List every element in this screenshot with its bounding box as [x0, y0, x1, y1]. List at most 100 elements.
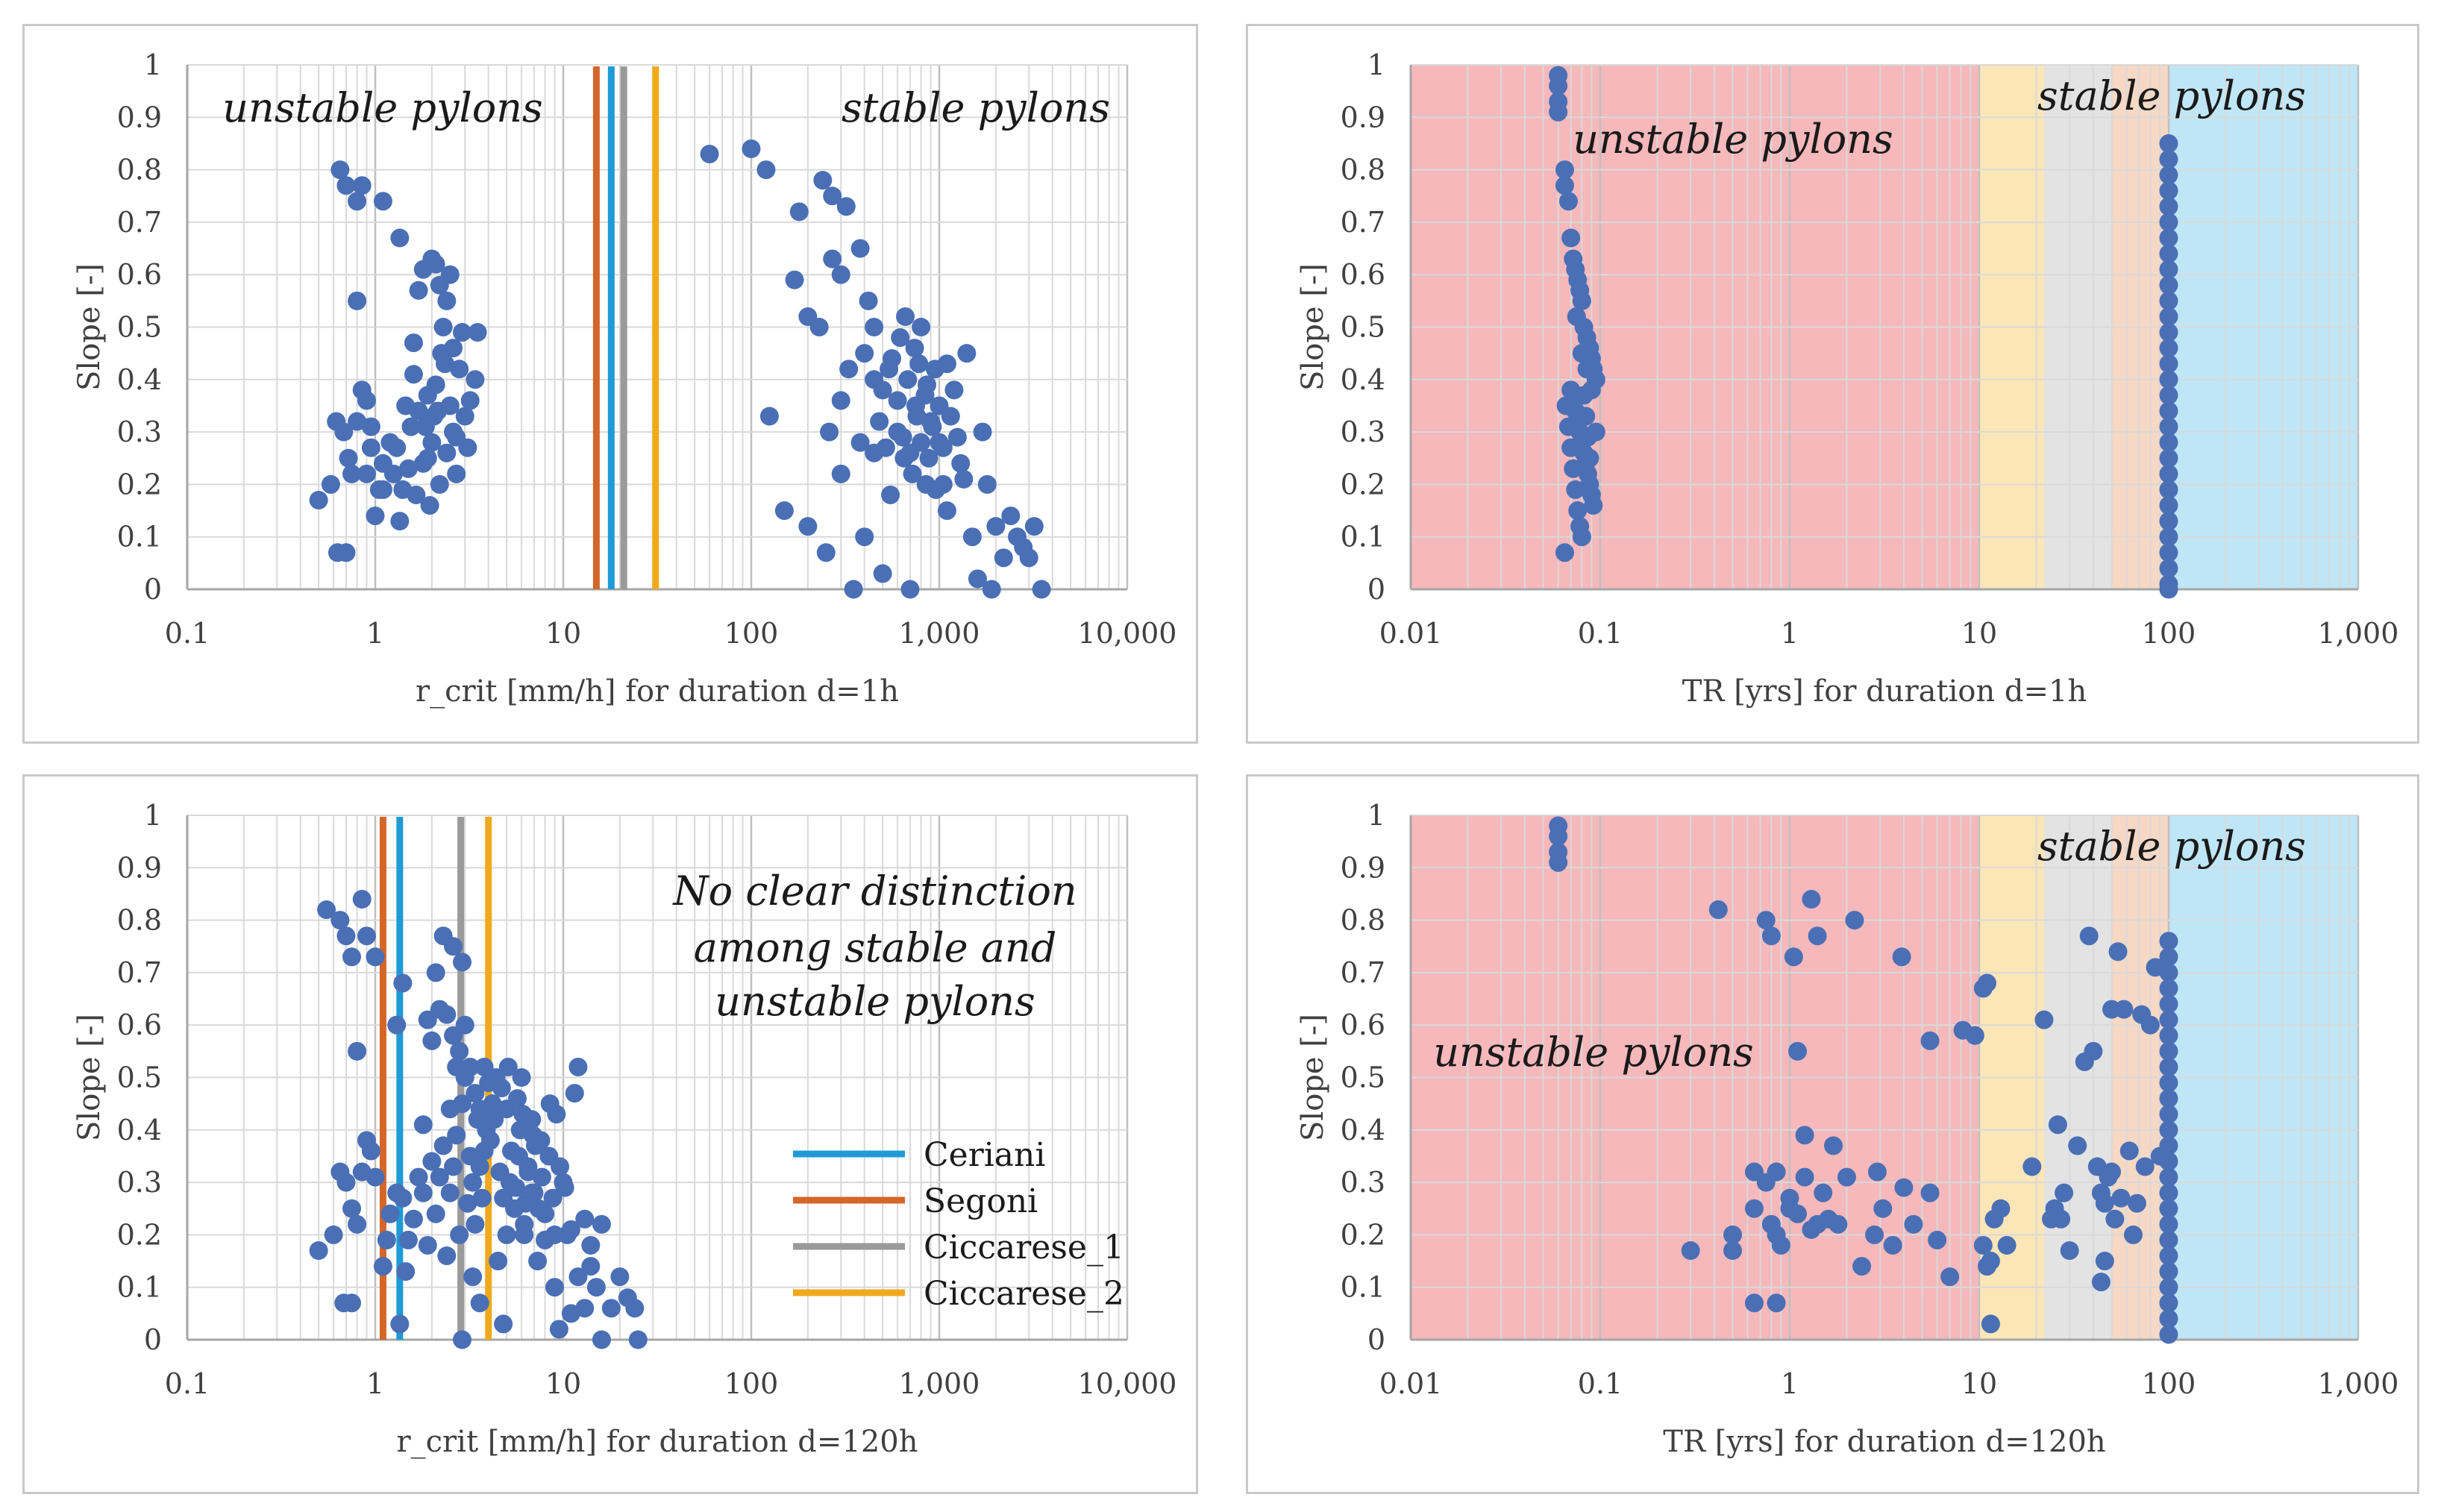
- y-tick-label: 0.5: [117, 1061, 162, 1094]
- x-tick-label: 1,000: [2318, 1367, 2399, 1400]
- data-point: [759, 407, 779, 426]
- data-point: [850, 433, 870, 452]
- data-point: [2108, 942, 2128, 962]
- data-point: [1549, 826, 1568, 846]
- data-point: [551, 1157, 570, 1176]
- data-point: [1567, 307, 1586, 326]
- y-tick-label: 0.8: [1341, 154, 1385, 186]
- y-tick-label: 0.1: [1341, 521, 1385, 553]
- data-point: [610, 1267, 630, 1287]
- data-point: [2159, 275, 2178, 295]
- data-point: [470, 1100, 489, 1119]
- data-point: [823, 186, 842, 206]
- data-point: [2159, 1010, 2178, 1029]
- x-tick-label: 0.1: [165, 617, 210, 650]
- data-point: [330, 160, 350, 180]
- data-point: [401, 417, 421, 436]
- data-point: [798, 517, 818, 536]
- x-tick-label: 0.1: [1578, 1367, 1623, 1400]
- data-point: [2159, 1246, 2178, 1266]
- legend-label: Segoni: [924, 1182, 1038, 1220]
- y-tick-label: 0.1: [117, 521, 162, 553]
- chart-annotation: stable pylons: [2037, 72, 2306, 119]
- data-point: [466, 370, 485, 389]
- data-point: [1837, 1167, 1856, 1187]
- data-point: [1780, 1199, 1799, 1218]
- data-point: [586, 1278, 606, 1297]
- y-tick-label: 0: [144, 573, 162, 606]
- data-point: [407, 485, 426, 504]
- data-point: [2159, 386, 2178, 405]
- data-point: [450, 1041, 469, 1061]
- data-point: [2159, 464, 2178, 483]
- data-point: [422, 433, 442, 452]
- data-point: [774, 501, 794, 521]
- y-tick-label: 0.3: [1341, 415, 1385, 448]
- y-tick-label: 0.7: [117, 206, 162, 239]
- data-point: [1802, 889, 1821, 909]
- data-point: [1997, 1235, 2016, 1255]
- data-point: [1973, 1235, 1993, 1255]
- data-point: [324, 1225, 343, 1244]
- data-point: [881, 485, 900, 504]
- x-tick-label: 0.1: [165, 1367, 210, 1400]
- data-point: [2159, 181, 2178, 201]
- data-point: [492, 1079, 511, 1098]
- x-axis-title: TR [yrs] for duration d=120h: [1663, 1425, 2105, 1459]
- y-tick-label: 0: [144, 1323, 162, 1356]
- data-point: [409, 1167, 428, 1187]
- data-point: [494, 1188, 513, 1208]
- data-point: [396, 1262, 416, 1282]
- data-point: [2127, 1193, 2146, 1213]
- data-point: [352, 176, 372, 195]
- data-point: [390, 228, 410, 248]
- data-point: [2159, 1214, 2178, 1234]
- data-point: [1561, 438, 1581, 457]
- data-point: [339, 448, 358, 468]
- data-point: [2159, 244, 2178, 263]
- data-point: [2159, 260, 2178, 279]
- data-point: [893, 427, 912, 447]
- data-point: [1549, 76, 1568, 95]
- data-point: [1852, 1257, 1872, 1276]
- data-point: [859, 291, 878, 310]
- chart-annotation: unstable pylons: [715, 978, 1035, 1025]
- data-point: [428, 401, 448, 421]
- data-point: [309, 490, 328, 509]
- y-axis-title: Slope [-]: [72, 1014, 107, 1141]
- data-point: [923, 417, 942, 436]
- data-point: [2095, 1193, 2114, 1213]
- data-point: [468, 323, 487, 342]
- data-point: [823, 249, 842, 269]
- x-tick-label: 100: [2142, 617, 2196, 650]
- data-point: [2159, 1199, 2178, 1218]
- data-point: [387, 438, 407, 457]
- data-point: [444, 339, 463, 358]
- data-point: [1723, 1240, 1743, 1260]
- y-axis-title: Slope [-]: [1296, 1014, 1330, 1141]
- data-point: [2159, 1120, 2178, 1140]
- data-point: [2159, 307, 2178, 326]
- y-tick-label: 0.5: [1341, 311, 1385, 344]
- data-point: [480, 1131, 500, 1150]
- chart-annotation: stable pylons: [842, 84, 1110, 131]
- data-point: [460, 391, 480, 410]
- data-point: [437, 1005, 457, 1024]
- data-point: [1744, 1199, 1764, 1218]
- data-point: [880, 360, 899, 379]
- data-point: [2095, 1252, 2114, 1271]
- x-tick-label: 10: [545, 1367, 581, 1400]
- data-point: [2119, 1141, 2139, 1161]
- data-point: [2135, 1157, 2155, 1176]
- data-point: [2159, 166, 2178, 185]
- data-point: [844, 580, 863, 599]
- data-point: [498, 1057, 518, 1076]
- data-point: [437, 1246, 457, 1266]
- chart-annotation: No clear distinction: [671, 868, 1077, 915]
- data-point: [1828, 1214, 1848, 1234]
- data-point: [366, 506, 385, 526]
- data-point: [440, 1100, 460, 1119]
- data-point: [1795, 1126, 1814, 1145]
- x-tick-label: 0.01: [1379, 1367, 1443, 1400]
- data-point: [917, 375, 936, 395]
